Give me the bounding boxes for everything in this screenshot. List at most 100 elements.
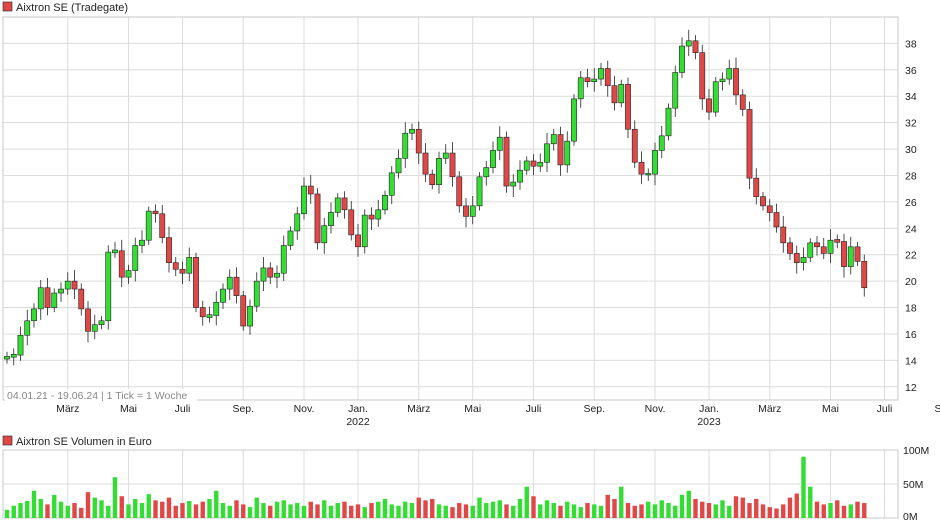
- candle-body: [287, 230, 294, 246]
- candle-body: [510, 181, 517, 187]
- candle-body: [760, 196, 766, 207]
- volume-bar: [146, 494, 151, 518]
- candle-body: [78, 288, 85, 310]
- volume-bar: [673, 505, 678, 518]
- candle-body: [213, 301, 220, 316]
- volume-bar: [241, 504, 246, 518]
- candle-body: [490, 150, 496, 168]
- candle-body: [571, 98, 577, 142]
- chart-title: Aixtron SE (Tradegate): [16, 2, 128, 14]
- volume-bar: [706, 503, 712, 518]
- candle-body: [71, 280, 78, 290]
- candle-body: [321, 225, 328, 244]
- candle-body: [564, 140, 571, 166]
- candle-body: [118, 250, 125, 278]
- candle-body: [652, 150, 658, 175]
- month-label: Jan.: [699, 403, 719, 415]
- candles: [4, 29, 868, 366]
- price-tick-label: 34: [905, 91, 917, 103]
- price-tick-label: 36: [905, 65, 917, 77]
- volume-bar: [268, 505, 273, 518]
- volume-bar: [382, 498, 388, 518]
- candle-body: [240, 295, 247, 327]
- candle-body: [611, 85, 618, 104]
- volume-bar: [119, 496, 124, 518]
- candle-body: [517, 169, 523, 183]
- volume-bar: [477, 497, 482, 518]
- price-tick-label: 28: [905, 170, 917, 182]
- candle-body: [280, 245, 287, 274]
- volume-bar: [234, 500, 239, 518]
- candle-body: [672, 72, 679, 109]
- volume-bar: [754, 498, 759, 518]
- volume-bar: [85, 492, 91, 518]
- volume-bar: [38, 498, 43, 518]
- candle-body: [247, 305, 253, 327]
- candle-body: [861, 261, 868, 289]
- candle-body: [530, 160, 537, 167]
- candle-body: [159, 213, 166, 238]
- candle-body: [233, 276, 240, 296]
- candle-body: [44, 287, 51, 308]
- volume-bar: [639, 504, 644, 518]
- volume-bar: [619, 486, 624, 518]
- volume-bar: [679, 494, 685, 518]
- candle-body: [375, 209, 382, 220]
- month-label: Mai: [822, 403, 839, 415]
- volume-tick-label: 50M: [903, 479, 923, 491]
- candle-body: [294, 213, 301, 232]
- candle-body: [355, 234, 361, 248]
- candle-body: [449, 152, 456, 178]
- volume-bar: [52, 494, 57, 518]
- volume-bar: [328, 505, 334, 518]
- volume-bar: [531, 496, 536, 518]
- candle-body: [847, 246, 854, 267]
- volume-bar: [423, 500, 428, 518]
- candle-body: [496, 136, 503, 151]
- volume-bar: [106, 505, 111, 518]
- candle-body: [537, 161, 544, 167]
- volume-title: Aixtron SE Volumen in Euro: [16, 436, 152, 448]
- month-label: Juli: [526, 403, 542, 415]
- volume-bar: [605, 494, 610, 518]
- candle-body: [463, 205, 469, 217]
- volume-bar: [288, 504, 293, 518]
- price-tick-label: 14: [905, 355, 917, 367]
- month-label: März: [56, 403, 79, 415]
- candle-body: [733, 68, 739, 96]
- volume-bar: [835, 500, 840, 518]
- candle-body: [746, 109, 753, 179]
- candle-body: [706, 98, 712, 113]
- candle-body: [31, 308, 37, 322]
- candle-body: [179, 268, 186, 274]
- volume-bar: [585, 503, 590, 518]
- volume-bar: [828, 503, 833, 518]
- volume-bar: [740, 497, 745, 518]
- volume-bar: [659, 500, 664, 518]
- volume-bar: [31, 490, 37, 518]
- candle-body: [422, 152, 429, 175]
- volume-bar: [166, 497, 172, 518]
- candle-body: [267, 267, 274, 278]
- volume-bar: [666, 503, 671, 518]
- candle-body: [112, 249, 118, 254]
- volume-bar: [362, 507, 367, 518]
- volume-bar: [801, 456, 806, 518]
- candle-body: [10, 354, 17, 358]
- candle-body: [834, 239, 841, 243]
- volume-bar: [409, 503, 415, 518]
- volume-bar: [862, 503, 867, 518]
- volume-bar: [760, 504, 766, 518]
- candle-body: [766, 205, 773, 213]
- volume-bar: [841, 505, 847, 518]
- volume-bar: [403, 501, 408, 518]
- price-tick-label: 12: [905, 382, 917, 394]
- volume-bar: [160, 501, 165, 518]
- volume-bar: [571, 504, 577, 518]
- candle-body: [638, 161, 645, 175]
- volume-bar: [389, 504, 394, 518]
- candle-body: [618, 84, 625, 104]
- volume-bar: [781, 504, 786, 518]
- candle-body: [436, 158, 442, 186]
